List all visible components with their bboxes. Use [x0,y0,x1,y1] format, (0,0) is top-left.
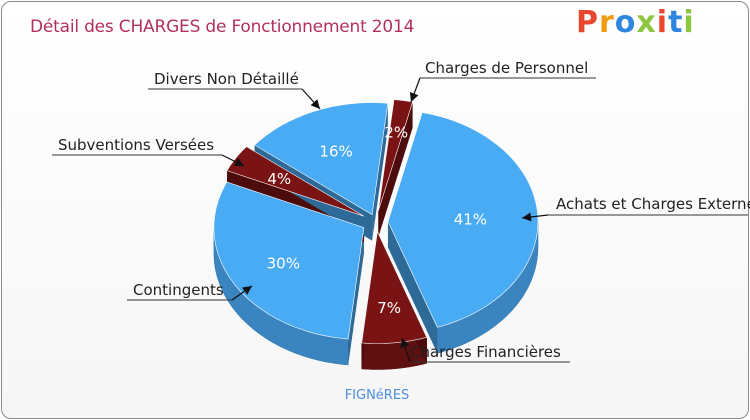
slice-category-label: Charges de Personnel [425,59,588,77]
slice-cut-face [372,103,388,241]
logo-letter: i [683,5,695,40]
slice-category-label: Divers Non Détaillé [154,70,299,88]
logo-letter: o [614,5,637,40]
slice-value-label: 2% [384,123,408,141]
pie-slice [213,181,365,340]
slice-cut-face [348,227,364,365]
slice-category-label: Contingents [133,281,224,299]
proxiti-logo: Proxiti [576,5,695,40]
pie-slice [378,99,414,212]
logo-letter: t [668,5,684,40]
slice-category-label: Achats et Charges Externes [556,195,750,213]
logo-letter: P [576,5,599,40]
chart-title: Détail des CHARGES de Fonctionnement 201… [30,17,415,37]
slice-category-label: Charges Financières [410,343,561,361]
callout-arrowhead [310,99,320,109]
pie-slice [254,102,389,216]
logo-letter: i [656,5,669,40]
callout-arrowhead [242,286,252,295]
slice-value-label: 16% [319,143,352,161]
slice-category-label: Subventions Versées [58,136,214,154]
callout-arrowhead [400,338,410,348]
commune-name: FIGNéRES [344,388,410,403]
pie-slice [226,146,365,217]
callout-arrowhead [409,92,419,102]
slice-value-label: 7% [377,299,401,317]
slice-cut-face [387,221,438,354]
slice-value-label: 30% [267,254,300,272]
pie-slice [361,230,428,344]
slice-value-label: 41% [454,210,487,228]
logo-letter: r [599,5,615,40]
logo-letter: x [636,5,657,40]
slice-value-label: 4% [267,170,291,188]
slice-cut-face [378,101,413,237]
callout-arrowhead [233,158,244,166]
callouts: Charges de Personnel Achats et Charges Ex… [52,59,750,363]
callout-arrowhead [522,212,532,222]
pie-tops: 2% 41% 7% 30% 4% 16% [213,99,539,344]
